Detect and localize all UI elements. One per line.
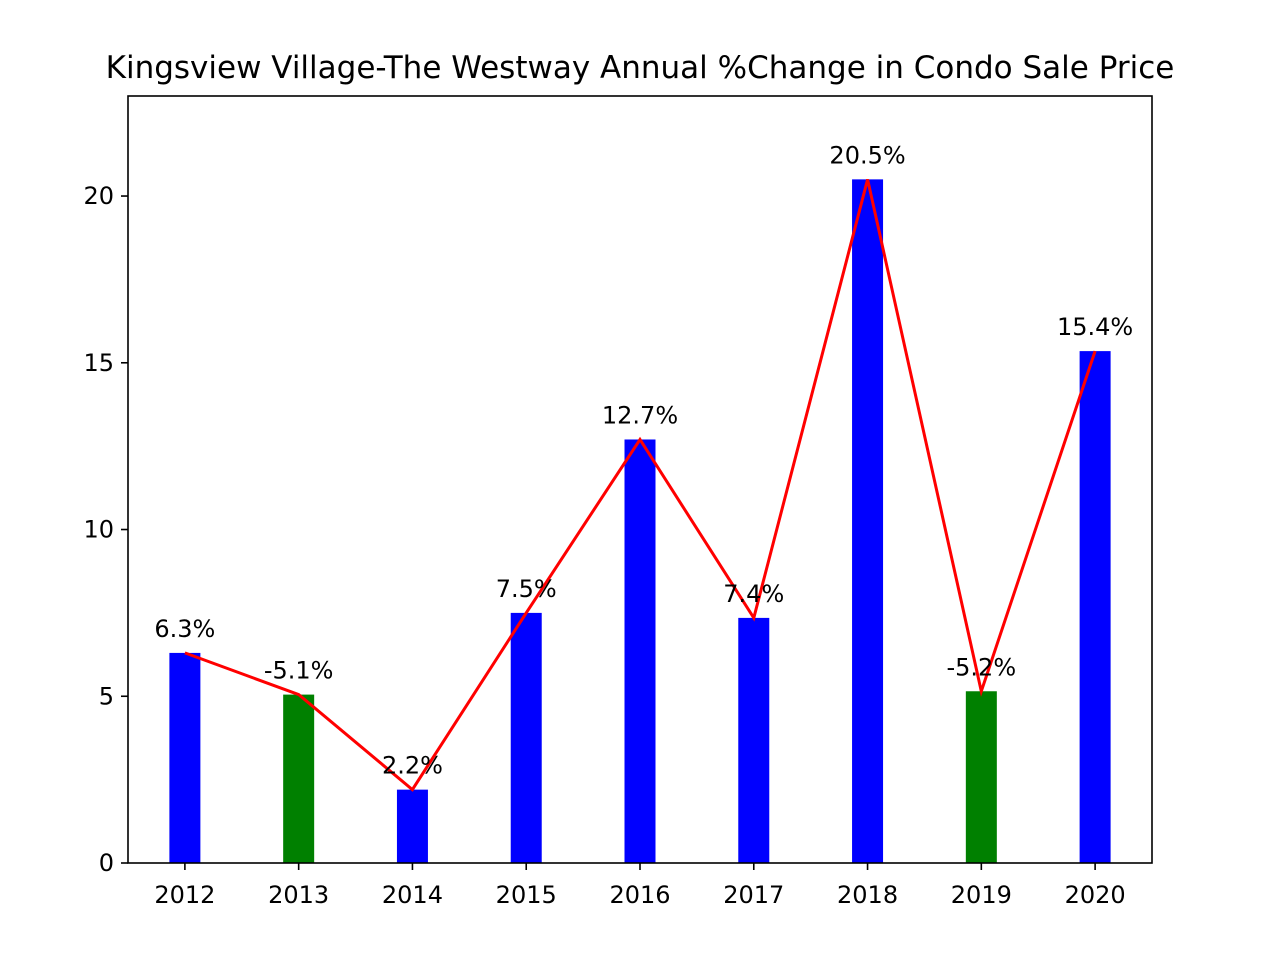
x-tick-label-2013: 2013: [268, 881, 329, 909]
axes-layer: 0 5 10 15 20 2012 2013 2014 2015 2016 2017 2018 2019…: [83, 95, 1153, 909]
bar-2015: [510, 612, 542, 863]
x-tick-label-2016: 2016: [609, 881, 670, 909]
x-tick-label-2014: 2014: [382, 881, 443, 909]
bars-layer: [169, 179, 1111, 863]
data-label-2018: 20.5%: [829, 141, 905, 169]
bar-2013: [283, 694, 315, 863]
bar-2016: [624, 439, 656, 863]
x-tick-label-2012: 2012: [154, 881, 215, 909]
bar-2018: [852, 179, 884, 863]
x-tick-label-2018: 2018: [837, 881, 898, 909]
data-label-2015: 7.5%: [496, 575, 557, 603]
x-tick-label-2020: 2020: [1065, 881, 1126, 909]
data-labels-layer: 6.3% -5.1% 2.2% 7.5% 12.7% 7.4% 20.5% -5.2% 15.4…: [154, 141, 1133, 779]
data-label-2013: -5.1%: [264, 657, 334, 685]
x-tick-label-2015: 2015: [496, 881, 557, 909]
bar-2017: [738, 617, 770, 863]
data-label-2014: 2.2%: [382, 752, 443, 780]
y-tick-label-0: 0: [99, 849, 114, 877]
data-label-2012: 6.3%: [154, 615, 215, 643]
x-tick-label-2017: 2017: [723, 881, 784, 909]
bar-2012: [169, 652, 201, 863]
trend-line-layer: [184, 179, 1097, 792]
bar-2019: [965, 691, 997, 863]
bar-2020: [1079, 351, 1111, 863]
y-tick-label-20: 20: [83, 182, 114, 210]
y-tick-label-15: 15: [83, 349, 114, 377]
data-label-2017: 7.4%: [723, 580, 784, 608]
data-label-2020: 15.4%: [1057, 313, 1133, 341]
trend-line: [184, 179, 1097, 792]
y-tick-label-10: 10: [83, 516, 114, 544]
chart-title: Kingsview Village-The Westway Annual %Ch…: [106, 50, 1175, 86]
y-tick-label-5: 5: [99, 682, 114, 710]
data-label-2016: 12.7%: [602, 401, 678, 429]
data-label-2019: -5.2%: [947, 653, 1017, 681]
bar-2014: [396, 789, 428, 863]
x-tick-label-2019: 2019: [951, 881, 1012, 909]
